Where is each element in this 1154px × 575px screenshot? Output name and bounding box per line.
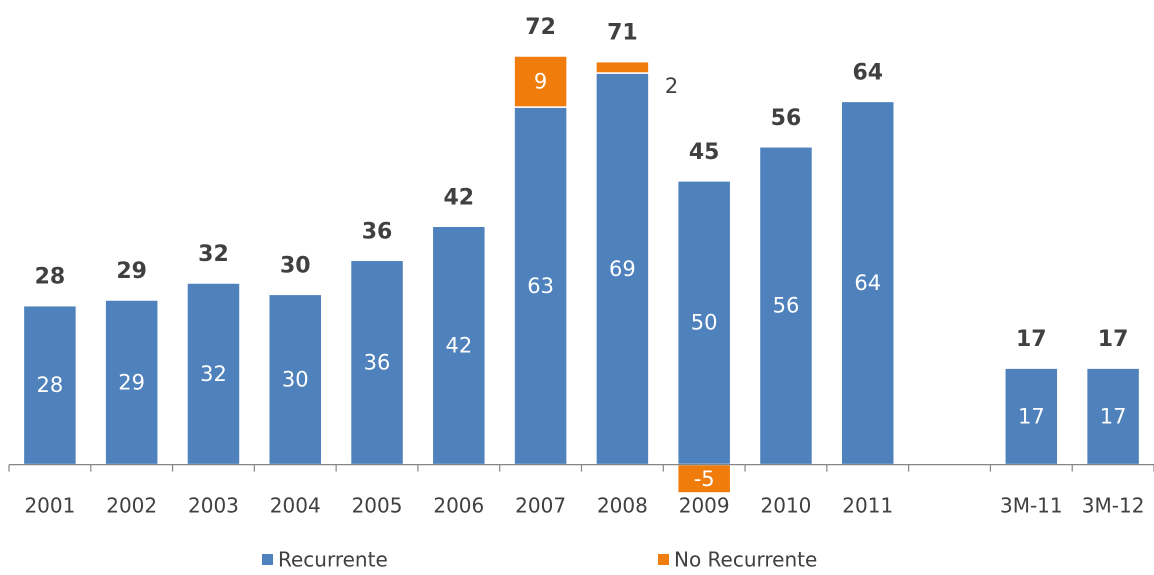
total-label: 32 xyxy=(198,242,229,267)
bar-segment xyxy=(1004,367,1059,466)
bar-segment xyxy=(595,60,650,74)
bar-segment xyxy=(268,293,323,466)
bar-segment xyxy=(186,282,241,466)
total-label: 17 xyxy=(1098,327,1129,352)
total-label: 29 xyxy=(116,259,147,284)
x-tick-label: 2005 xyxy=(352,494,403,518)
legend-swatch xyxy=(658,554,669,565)
x-tick-label: 3M-12 xyxy=(1082,494,1145,518)
bar-segment xyxy=(676,180,732,466)
legend-swatch xyxy=(262,554,273,565)
total-label: 72 xyxy=(525,15,556,40)
x-tick-label: 2006 xyxy=(433,494,484,518)
total-label: 56 xyxy=(771,106,802,131)
total-label: 42 xyxy=(444,185,475,210)
segment-label: 64 xyxy=(854,271,881,295)
bar-segment xyxy=(104,299,159,466)
segment-label: 17 xyxy=(1018,404,1045,428)
x-tick-label: 2007 xyxy=(515,494,566,518)
segment-label: 2 xyxy=(665,74,678,98)
x-tick-label: 2004 xyxy=(270,494,321,518)
bar-segment xyxy=(431,225,487,466)
legend-label: Recurrente xyxy=(278,548,388,572)
segment-label: 56 xyxy=(773,294,800,318)
x-tick-label: 2008 xyxy=(597,494,648,518)
total-label: 30 xyxy=(280,253,311,278)
segment-label: 28 xyxy=(37,373,64,397)
x-tick-label: 2001 xyxy=(24,494,75,518)
segment-label: -5 xyxy=(694,467,715,491)
segment-label: 69 xyxy=(609,257,636,281)
segment-label: 32 xyxy=(200,362,227,386)
bar-segment xyxy=(513,55,568,108)
x-tick-label: 2011 xyxy=(842,494,893,518)
legend-label: No Recurrente xyxy=(674,548,817,572)
x-tick-label: 2010 xyxy=(761,494,812,518)
total-label: 28 xyxy=(35,265,66,290)
bar-segment xyxy=(22,304,78,466)
total-label: 64 xyxy=(852,60,883,85)
segment-label: 9 xyxy=(534,70,547,94)
x-tick-label: 2003 xyxy=(188,494,239,518)
total-label: 17 xyxy=(1016,327,1047,352)
x-tick-label: 2009 xyxy=(679,494,730,518)
segment-label: 50 xyxy=(691,311,718,335)
segment-label: 36 xyxy=(364,350,391,374)
bar-segment xyxy=(758,146,814,466)
segment-label: 63 xyxy=(527,274,554,298)
segment-label: 17 xyxy=(1100,404,1127,428)
segment-label: 29 xyxy=(118,370,145,394)
x-tick-label: 3M-11 xyxy=(1000,494,1063,518)
total-label: 36 xyxy=(362,219,393,244)
total-label: 71 xyxy=(607,21,638,46)
segment-label: 42 xyxy=(445,333,472,357)
bar-segment xyxy=(676,463,732,494)
x-tick-label: 2002 xyxy=(106,494,157,518)
segment-label: 30 xyxy=(282,367,309,391)
total-label: 45 xyxy=(689,140,720,165)
